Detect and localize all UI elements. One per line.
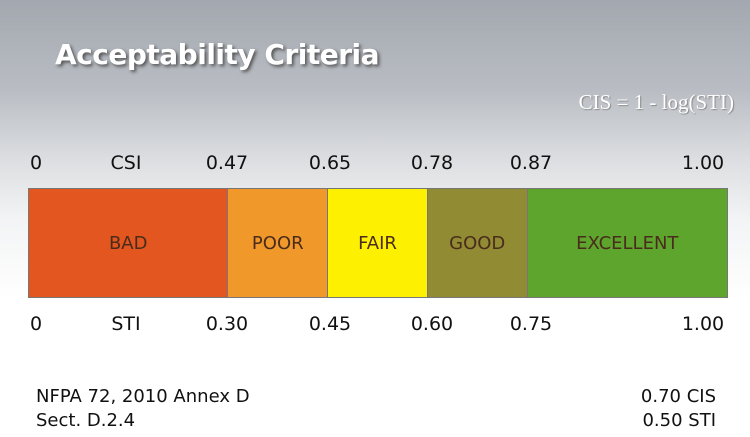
csi-label: 0.78: [410, 152, 454, 174]
segment: GOOD: [427, 189, 528, 297]
csi-label: 0: [29, 152, 43, 174]
sti-label: STI: [111, 313, 141, 335]
sti-label: 1.00: [681, 313, 725, 335]
segment: BAD: [29, 189, 229, 297]
title: Acceptability Criteria: [55, 38, 380, 71]
footer-left: Sect. D.2.4: [36, 410, 136, 431]
segment: FAIR: [328, 189, 428, 297]
csi-label: 1.00: [681, 152, 725, 174]
sti-label: 0.45: [308, 313, 352, 335]
csi-label: 0.87: [509, 152, 553, 174]
csi-label: CSI: [110, 152, 142, 174]
csi-label: 0.65: [308, 152, 352, 174]
segment: POOR: [228, 189, 329, 297]
sti-label: 0.75: [509, 313, 553, 335]
sti-label: 0.30: [205, 313, 249, 335]
footer-left: NFPA 72, 2010 Annex D: [36, 386, 250, 407]
formula: CIS = 1 - log(STI): [578, 90, 734, 114]
scale-bar: BAD POOR FAIR GOOD EXCELLENT: [28, 188, 728, 298]
sti-label: 0: [29, 313, 43, 335]
footer-right: 0.50 STI: [642, 410, 716, 431]
csi-label: 0.47: [205, 152, 249, 174]
sti-label: 0.60: [410, 313, 454, 335]
segment: EXCELLENT: [527, 189, 727, 297]
footer-right: 0.70 CIS: [640, 386, 716, 407]
